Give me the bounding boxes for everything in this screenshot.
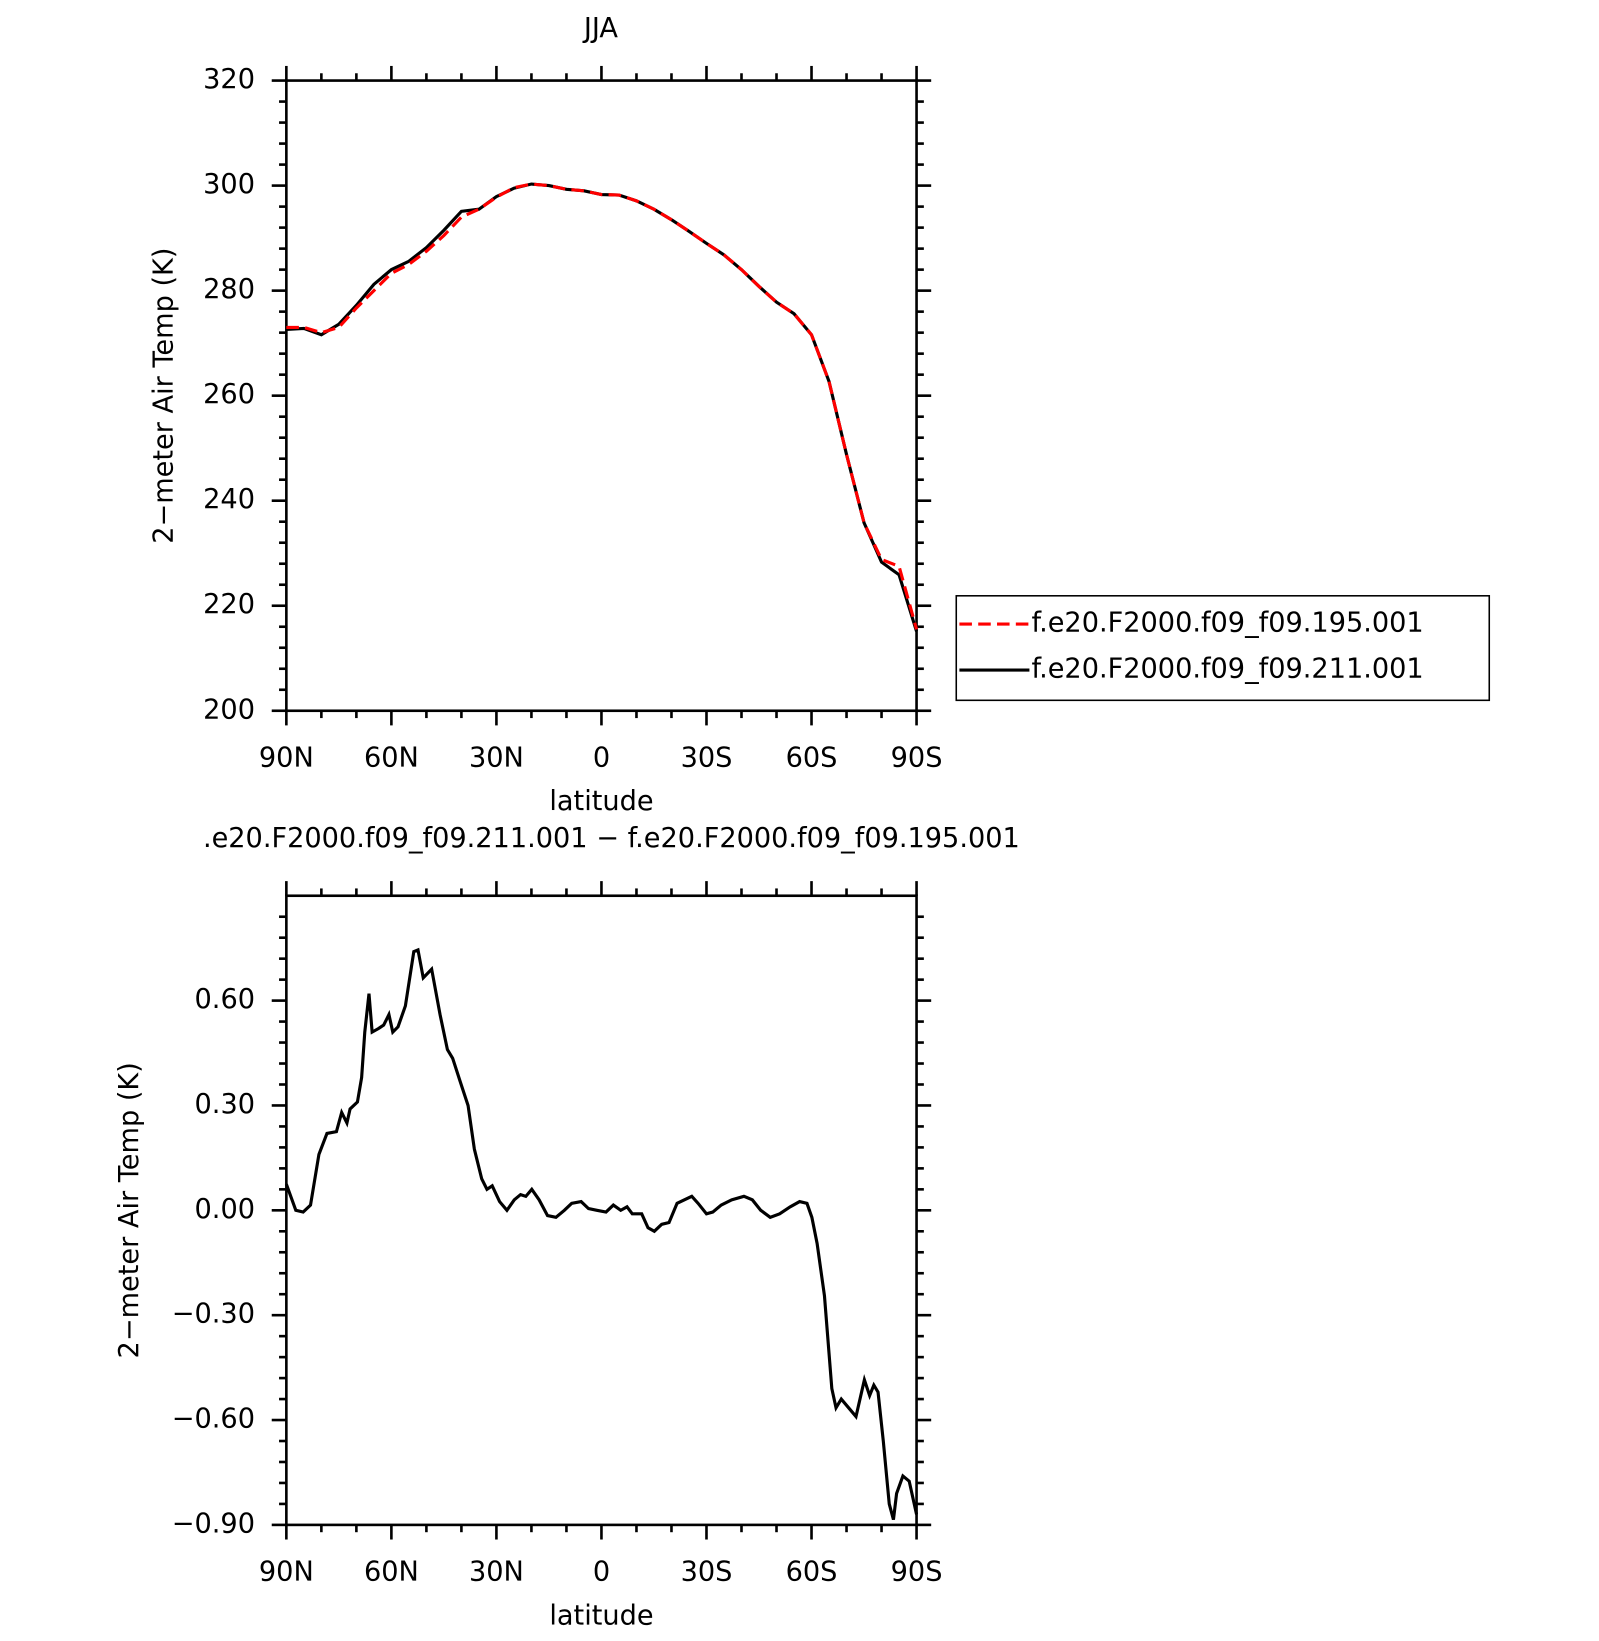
x-tick-label: 0	[593, 742, 610, 773]
y-axis-title: 2−meter Air Temp (K)	[149, 248, 180, 544]
x-tick-label: 90S	[891, 1556, 943, 1587]
x-axis-title: latitude	[549, 1600, 653, 1631]
y-tick-label: 220	[203, 589, 255, 620]
y-tick-label: 240	[203, 484, 255, 515]
x-tick-label: 30S	[681, 742, 733, 773]
y-tick-label: 280	[203, 274, 255, 305]
x-tick-label: 0	[593, 1556, 610, 1587]
y-tick-label: −0.60	[172, 1404, 255, 1435]
y-tick-label: 200	[203, 694, 255, 725]
y-axis-title: 2−meter Air Temp (K)	[114, 1062, 145, 1358]
plot-frame	[285, 894, 918, 1527]
y-tick-label: 0.00	[195, 1194, 255, 1225]
x-tick-label: 30S	[681, 1556, 733, 1587]
y-tick-label: 300	[203, 169, 255, 200]
legend-label: f.e20.F2000.f09_f09.195.001	[1032, 608, 1424, 639]
x-tick-label: 90S	[891, 742, 943, 773]
data-line	[284, 947, 919, 1521]
x-tick-label: 90N	[259, 1556, 314, 1587]
x-tick-label: 30N	[469, 742, 524, 773]
y-tick-label: −0.90	[172, 1508, 255, 1539]
x-tick-label: 60N	[364, 742, 419, 773]
legend-box	[955, 595, 1491, 702]
x-axis-title: latitude	[549, 786, 653, 817]
y-tick-label: 260	[203, 379, 255, 410]
legend-label: f.e20.F2000.f09_f09.211.001	[1032, 654, 1424, 685]
plot-frame	[285, 79, 918, 713]
x-tick-label: 60S	[786, 742, 838, 773]
y-tick-label: 320	[203, 64, 255, 95]
data-line	[286, 182, 919, 630]
y-tick-label: 0.30	[195, 1089, 255, 1120]
y-tick-label: −0.30	[172, 1299, 255, 1330]
chart-title: .e20.F2000.f09_f09.211.001 − f.e20.F2000…	[203, 823, 1020, 854]
y-tick-label: 0.60	[195, 984, 255, 1015]
x-tick-label: 60N	[364, 1556, 419, 1587]
chart-title: JJA	[582, 13, 619, 44]
x-tick-label: 60S	[786, 1556, 838, 1587]
x-tick-label: 90N	[259, 742, 314, 773]
x-tick-label: 30N	[469, 1556, 524, 1587]
data-line	[286, 182, 919, 632]
